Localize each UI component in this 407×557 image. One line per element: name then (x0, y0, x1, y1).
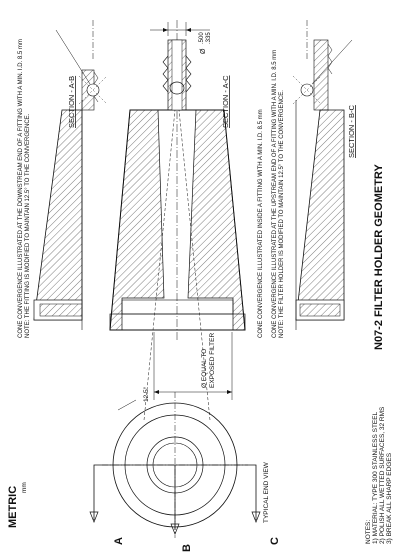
note-item: 3) BREAK ALL SHARP EDGES (386, 452, 393, 544)
section-ab-note: CONE CONVERGENCE ILLUSTRATED AT THE DOWN… (18, 39, 24, 338)
units-subtitle: mm (21, 482, 28, 493)
section-ab-drawing (33, 20, 108, 330)
diameter-lower: .335 (206, 32, 212, 44)
cut-label-b: B (181, 544, 193, 552)
note-item: 1) MATERIAL: TYPE 300 STAINLESS STEEL (372, 411, 379, 544)
section-ac-note: CONE CONVERGENCE ILLUSTRATED INSIDE A FI… (258, 109, 264, 338)
section-bc-note2: NOTE: THE FILTER HOLDER IS MODIFIED TO M… (279, 90, 285, 338)
cut-label-c: C (269, 537, 281, 545)
diameter-symbol: Ø (200, 48, 207, 54)
main-fitting (162, 39, 192, 111)
filter-dim-line1: Ø EQUAL TO (201, 349, 208, 388)
angle-label: 12.5° (142, 386, 150, 402)
filter-dimension (117, 332, 233, 411)
section-ab-note2: NOTE: THE FITTING IS MODIFIED TO MAINTAI… (25, 113, 31, 338)
diameter-dimension (150, 22, 210, 36)
section-bc-note: CONE CONVERGENCE ILLUSTRATED AT THE UPST… (272, 50, 278, 338)
end-view-label: TYPICAL END VIEW (263, 461, 270, 523)
notes-block: NOTES: 1) MATERIAL: TYPE 300 STAINLESS S… (365, 406, 393, 544)
section-bc-drawing (292, 20, 353, 330)
filter-dim-line2: EXPOSED FILTER (209, 333, 216, 388)
cut-label-a: A (113, 537, 125, 545)
section-ac-label: SECTION - A-C (221, 75, 230, 128)
drawing-title: N07-2 FILTER HOLDER GEOMETRY (373, 164, 385, 350)
section-bc-label: SECTION - B-C (347, 104, 356, 158)
notes-heading: NOTES: (365, 520, 372, 544)
note-item: 2) POLISH ALL WETTED SURFACES, 32 RMS (379, 406, 386, 544)
end-view (89, 392, 261, 538)
units-title: METRIC (7, 486, 19, 528)
main-cone (109, 20, 246, 421)
diameter-upper: .500 (199, 32, 205, 44)
section-ab-label: SECTION - A-B (67, 76, 76, 128)
